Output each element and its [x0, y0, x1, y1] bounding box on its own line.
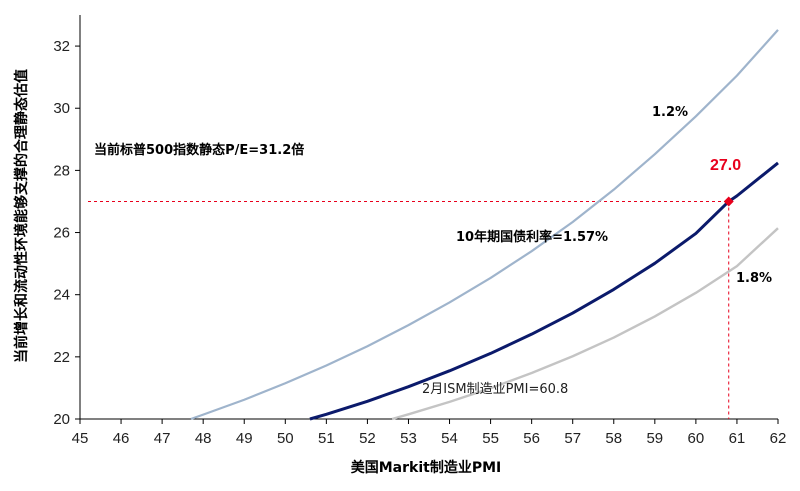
series-line-2 — [309, 161, 779, 421]
label-series-1-57: 10年期国债利率=1.57% — [456, 229, 608, 245]
y-tick-label: 28 — [53, 162, 70, 179]
reference-lines — [88, 200, 730, 419]
x-tick-label: 58 — [605, 430, 622, 447]
x-tick-label: 48 — [195, 430, 212, 447]
tick-labels: 45 46 47 48 49 50 51 52 53 54 55 56 57 58 59 60 61 62 20 22… — [53, 38, 786, 447]
x-tick-label: 62 — [770, 430, 787, 447]
y-axis-title: 当前增长和流动性环境能够支撑的合理静态估值 — [13, 69, 30, 363]
x-tick-label: 56 — [523, 430, 540, 447]
x-tick-label: 52 — [359, 430, 376, 447]
y-tick-label: 20 — [53, 411, 70, 428]
x-tick-label: 54 — [441, 430, 458, 447]
x-tick-label: 45 — [72, 430, 89, 447]
y-tick-label: 30 — [53, 100, 70, 117]
highlight-value-label: 27.0 — [710, 157, 741, 174]
x-tick-label: 47 — [154, 430, 171, 447]
x-axis-title: 美国Markit制造业PMI — [351, 459, 502, 476]
x-tick-label: 53 — [400, 430, 417, 447]
y-tick-label: 26 — [53, 225, 70, 242]
y-tick-label: 22 — [53, 349, 70, 366]
x-tick-label: 59 — [646, 430, 663, 447]
x-tick-label: 60 — [688, 430, 705, 447]
x-tick-label: 46 — [113, 430, 130, 447]
y-tick-label: 24 — [53, 287, 70, 304]
x-tick-label: 51 — [318, 430, 335, 447]
y-tick-label: 32 — [53, 38, 70, 55]
annotation-pe: 当前标普500指数静态P/E=31.2倍 — [94, 142, 304, 158]
series-lines — [190, 29, 779, 421]
label-series-1-8: 1.8% — [736, 271, 772, 286]
x-tick-label: 49 — [236, 430, 253, 447]
series-line-3 — [391, 227, 779, 421]
axes — [75, 15, 779, 424]
highlight-point — [723, 196, 734, 207]
label-series-1-2: 1.2% — [652, 105, 688, 120]
x-tick-label: 61 — [729, 430, 746, 447]
highlight-marks — [723, 196, 734, 207]
x-tick-label: 50 — [277, 430, 294, 447]
series-line-1 — [190, 29, 779, 421]
x-tick-label: 57 — [564, 430, 581, 447]
annotation-ism: 2月ISM制造业PMI=60.8 — [422, 382, 568, 397]
x-tick-label: 55 — [482, 430, 499, 447]
